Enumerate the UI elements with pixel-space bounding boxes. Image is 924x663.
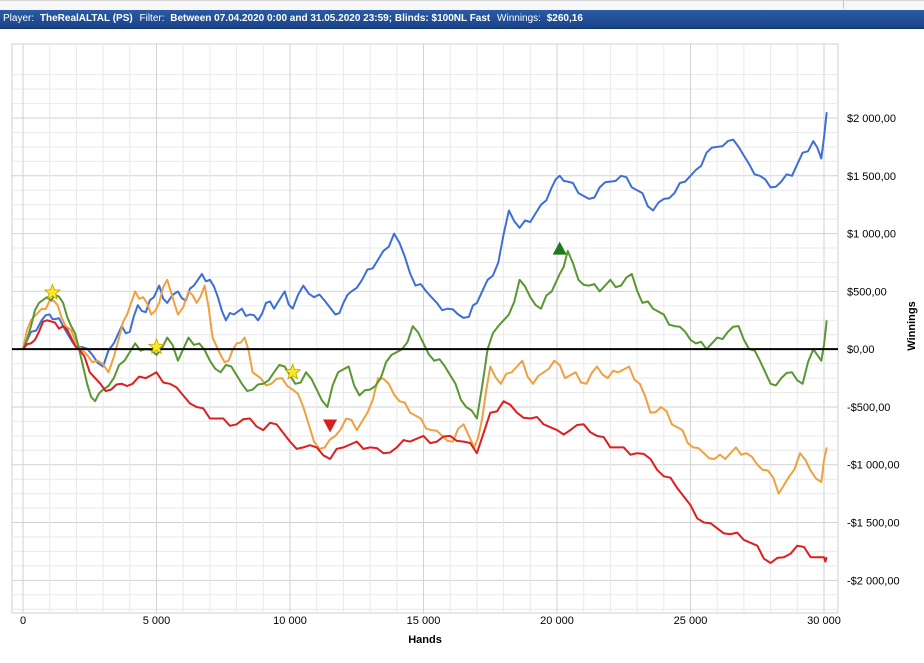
y-tick-label: $0,00 [847, 344, 875, 356]
winnings-chart-svg: 0 5 000 10 000 15 000 20 000 25 000 30 000 $2 0… [11, 43, 918, 646]
y-tick-label: -$500,00 [847, 402, 890, 414]
window-tab-strip [0, 0, 924, 10]
series-lines [22, 112, 828, 564]
series-line-2 [22, 278, 828, 495]
x-tick-label: 30 000 [807, 615, 841, 627]
winnings-value: $260,16 [546, 13, 583, 24]
max-triangle-marker [552, 241, 567, 255]
min-triangle-marker [323, 419, 338, 433]
series-line-4 [22, 319, 828, 564]
series-line-1 [22, 112, 828, 368]
y-tick-label: -$1 000,00 [847, 460, 900, 472]
chart-markers [43, 241, 567, 433]
y-tick-label: $2 000,00 [847, 113, 896, 125]
filter-label: Filter: [139, 13, 165, 24]
winnings-graph[interactable]: 0 5 000 10 000 15 000 20 000 25 000 30 000 $2 0… [0, 29, 924, 658]
x-axis-label: Hands [408, 634, 442, 646]
session-star-marker [284, 363, 302, 380]
y-tick-label: $1 500,00 [847, 171, 896, 183]
x-tick-label: 0 [20, 615, 26, 627]
series-line-3 [22, 249, 828, 420]
y-axis-label: Winnings [906, 301, 918, 350]
plot-background [11, 43, 839, 614]
session-star-marker [147, 337, 166, 355]
tab-strip-border [0, 0, 924, 1]
axis-ticks: 0 5 000 10 000 15 000 20 000 25 000 30 000 $2 0… [20, 113, 900, 627]
y-tick-label: $1 000,00 [847, 229, 896, 241]
x-tick-label: 5 000 [143, 615, 171, 627]
player-value: TheRealALTAL (PS) [39, 13, 133, 24]
x-tick-label: 15 000 [407, 615, 441, 627]
x-tick-label: 25 000 [674, 615, 708, 627]
y-tick-label: -$1 500,00 [847, 518, 900, 530]
x-tick-label: 10 000 [273, 615, 307, 627]
player-label: Player: [3, 13, 35, 24]
tab-divider [843, 0, 844, 9]
grid-lines [12, 44, 838, 613]
winnings-label: Winnings: [497, 13, 541, 24]
filter-header-bar: Player: TheRealALTAL (PS) Filter: Betwee… [0, 10, 924, 29]
x-tick-label: 20 000 [540, 615, 574, 627]
y-tick-label: -$2 000,00 [847, 575, 900, 587]
filter-value: Between 07.04.2020 0:00 and 31.05.2020 2… [170, 13, 491, 24]
session-star-marker [43, 283, 62, 300]
y-tick-label: $500,00 [847, 286, 887, 298]
